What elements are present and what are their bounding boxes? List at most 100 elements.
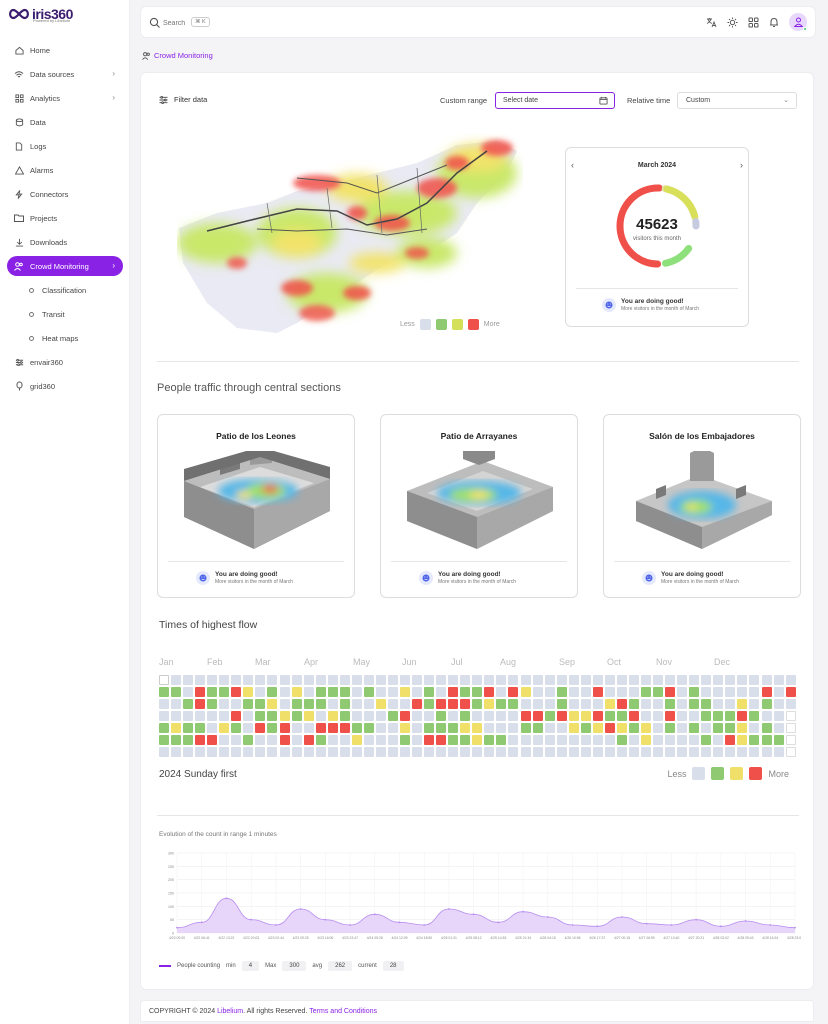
heatmap-cell[interactable] [641, 675, 651, 685]
heatmap-cell[interactable] [375, 699, 386, 709]
heatmap-cell[interactable] [171, 747, 182, 757]
heatmap-cell[interactable] [207, 747, 218, 757]
heatmap-cell[interactable] [339, 711, 350, 721]
heatmap-cell[interactable] [665, 723, 676, 733]
logo[interactable]: iris360 [8, 6, 73, 22]
heatmap-cell[interactable] [508, 675, 519, 685]
heatmap-cell[interactable] [472, 747, 483, 757]
heatmap-cell[interactable] [508, 723, 519, 733]
search-input[interactable] [163, 16, 283, 30]
heatmap-cell[interactable] [544, 711, 555, 721]
heatmap-cell[interactable] [725, 699, 736, 709]
heatmap-cell[interactable] [556, 747, 567, 757]
heatmap-cell[interactable] [737, 747, 748, 757]
heatmap-cell[interactable] [159, 699, 169, 709]
heatmap-cell[interactable] [231, 723, 242, 733]
heatmap-cell[interactable] [171, 711, 182, 721]
heatmap-cell[interactable] [219, 699, 230, 709]
heatmap-cell[interactable] [231, 735, 242, 745]
heatmap-cell[interactable] [532, 723, 543, 733]
heatmap-cell[interactable] [580, 687, 591, 697]
sidebar-item-data[interactable]: Data [7, 112, 123, 132]
heatmap-cell[interactable] [327, 687, 338, 697]
heatmap-cell[interactable] [725, 711, 736, 721]
heatmap-cell[interactable] [689, 687, 700, 697]
heatmap-cell[interactable] [604, 711, 615, 721]
heatmap-cell[interactable] [556, 687, 567, 697]
heatmap-cell[interactable] [400, 735, 410, 745]
heatmap-cell[interactable] [544, 747, 555, 757]
heatmap-cell[interactable] [713, 735, 724, 745]
heatmap-cell[interactable] [532, 699, 543, 709]
heatmap-cell[interactable] [183, 699, 194, 709]
heatmap-cell[interactable] [243, 687, 254, 697]
heatmap-cell[interactable] [303, 723, 314, 733]
heatmap-cell[interactable] [448, 747, 459, 757]
heatmap-cell[interactable] [484, 699, 495, 709]
terms-link[interactable]: Terms and Conditions [309, 1007, 377, 1015]
heatmap-cell[interactable] [171, 723, 182, 733]
heatmap-cell[interactable] [496, 735, 507, 745]
heatmap-cell[interactable] [628, 735, 639, 745]
sidebar-item-projects[interactable]: Projects [7, 208, 123, 228]
heatmap-cell[interactable] [243, 711, 254, 721]
heatmap-cell[interactable] [713, 675, 724, 685]
heatmap-cell[interactable] [628, 747, 639, 757]
heatmap-cell[interactable] [219, 723, 230, 733]
heatmap-cell[interactable] [400, 747, 410, 757]
apps-icon[interactable] [747, 16, 759, 28]
heatmap-cell[interactable] [641, 699, 651, 709]
heatmap-cell[interactable] [171, 699, 182, 709]
heatmap-cell[interactable] [267, 675, 278, 685]
heatmap-cell[interactable] [773, 735, 784, 745]
heatmap-cell[interactable] [436, 723, 447, 733]
heatmap-cell[interactable] [604, 735, 615, 745]
heatmap-cell[interactable] [520, 735, 531, 745]
sidebar-item-crowd-monitoring[interactable]: Crowd Monitoring › [7, 256, 123, 276]
heatmap-cell[interactable] [689, 735, 700, 745]
heatmap-cell[interactable] [532, 675, 543, 685]
heatmap-cell[interactable] [580, 723, 591, 733]
heatmap-cell[interactable] [183, 687, 194, 697]
heatmap-cell[interactable] [604, 687, 615, 697]
heatmap-cell[interactable] [159, 675, 169, 685]
heatmap-cell[interactable] [761, 723, 772, 733]
heatmap-cell[interactable] [568, 723, 579, 733]
heatmap-cell[interactable] [725, 723, 736, 733]
heatmap-cell[interactable] [460, 747, 471, 757]
heatmap-cell[interactable] [363, 675, 374, 685]
heatmap-cell[interactable] [568, 735, 579, 745]
heatmap-cell[interactable] [737, 711, 748, 721]
heatmap-cell[interactable] [351, 699, 362, 709]
heatmap-cell[interactable] [761, 735, 772, 745]
heatmap-cell[interactable] [653, 699, 664, 709]
heatmap-cell[interactable] [641, 747, 651, 757]
heatmap-cell[interactable] [568, 747, 579, 757]
heatmap-cell[interactable] [653, 723, 664, 733]
heatmap-cell[interactable] [363, 687, 374, 697]
heatmap-cell[interactable] [604, 675, 615, 685]
heatmap-cell[interactable] [761, 699, 772, 709]
heatmap-cell[interactable] [544, 675, 555, 685]
heatmap-cell[interactable] [363, 711, 374, 721]
heatmap-cell[interactable] [279, 747, 290, 757]
heatmap-cell[interactable] [448, 699, 459, 709]
heatmap-cell[interactable] [279, 723, 290, 733]
heatmap-cell[interactable] [327, 747, 338, 757]
heatmap-cell[interactable] [183, 735, 194, 745]
heatmap-cell[interactable] [665, 699, 676, 709]
heatmap-cell[interactable] [207, 723, 218, 733]
heatmap-cell[interactable] [773, 699, 784, 709]
heatmap-cell[interactable] [436, 747, 447, 757]
heatmap-cell[interactable] [508, 735, 519, 745]
heatmap-cell[interactable] [628, 687, 639, 697]
heatmap-cell[interactable] [267, 747, 278, 757]
heatmap-cell[interactable] [568, 711, 579, 721]
heatmap-cell[interactable] [327, 735, 338, 745]
heatmap-cell[interactable] [412, 699, 423, 709]
heatmap-cell[interactable] [737, 735, 748, 745]
heatmap-cell[interactable] [339, 687, 350, 697]
heatmap-cell[interactable] [315, 711, 326, 721]
heatmap-cell[interactable] [207, 699, 218, 709]
heatmap-cell[interactable] [520, 687, 531, 697]
